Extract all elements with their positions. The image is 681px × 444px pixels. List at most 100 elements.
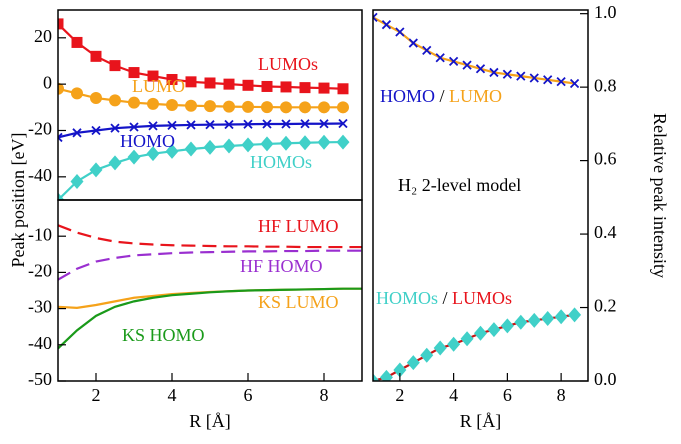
annotation-part: H₂ 2-level model xyxy=(398,175,521,195)
annotation-part: / xyxy=(438,288,452,308)
marker xyxy=(299,82,311,94)
annotation: LUMO xyxy=(132,76,185,96)
x-tick-label: 4 xyxy=(449,385,458,405)
marker xyxy=(299,101,311,114)
annotation-part: HF LUMO xyxy=(258,216,339,236)
marker xyxy=(148,121,158,131)
y-tick-label: 20 xyxy=(34,26,52,46)
marker xyxy=(146,146,160,162)
marker xyxy=(408,38,418,48)
x-axis-label: R [Å] xyxy=(460,411,502,431)
marker xyxy=(108,155,122,171)
marker xyxy=(433,340,447,356)
marker xyxy=(205,120,215,130)
y-tick-label: -20 xyxy=(28,119,52,139)
series-line xyxy=(58,249,362,281)
annotation-part: HOMOs xyxy=(250,152,312,172)
marker xyxy=(203,139,217,155)
marker xyxy=(448,56,459,67)
marker xyxy=(261,80,273,92)
marker xyxy=(71,87,83,100)
marker xyxy=(185,76,197,88)
marker xyxy=(222,138,236,154)
y-tick-label: -40 xyxy=(28,165,52,185)
marker xyxy=(58,18,64,30)
marker xyxy=(90,50,102,62)
marker xyxy=(89,162,103,178)
marker xyxy=(516,71,526,81)
annotation: H₂ 2-level model xyxy=(398,175,521,195)
marker xyxy=(58,132,63,143)
annotation-part: LUMO xyxy=(132,76,185,96)
frame xyxy=(57,199,363,382)
y-axis-label: Peak position [eV] xyxy=(8,133,28,268)
series-line xyxy=(58,87,343,109)
annotation-part: KS LUMO xyxy=(258,292,339,312)
y-tick-label: -50 xyxy=(28,369,52,389)
annotation: HF HOMO xyxy=(240,256,323,276)
annotation: KS LUMO xyxy=(258,292,339,312)
series-line xyxy=(58,122,344,139)
annotation-part: LUMO xyxy=(449,86,502,106)
marker xyxy=(128,67,140,79)
x-axis-label: R [Å] xyxy=(189,411,231,431)
plot-area xyxy=(58,224,362,350)
series-line xyxy=(58,140,344,200)
marker xyxy=(336,134,350,150)
marker xyxy=(58,192,65,200)
marker xyxy=(110,123,120,133)
series-line xyxy=(58,287,362,350)
marker xyxy=(184,141,198,157)
marker xyxy=(500,318,514,334)
marker xyxy=(204,100,216,113)
y-tick-label: -30 xyxy=(28,297,52,317)
marker xyxy=(462,60,472,70)
x-tick-label: 6 xyxy=(244,385,253,405)
y-tick-label: 0.6 xyxy=(594,149,617,169)
marker xyxy=(224,119,234,130)
annotation: HOMO xyxy=(120,131,175,151)
marker xyxy=(128,96,140,109)
marker xyxy=(514,314,528,330)
marker xyxy=(502,69,513,79)
marker xyxy=(474,325,487,341)
marker xyxy=(554,309,568,325)
marker xyxy=(317,134,331,150)
annotation-part: KS HOMO xyxy=(122,325,205,345)
marker xyxy=(319,119,329,129)
marker xyxy=(185,99,197,112)
plot-area xyxy=(373,12,582,381)
marker xyxy=(406,355,420,371)
marker xyxy=(260,136,274,152)
marker xyxy=(420,347,434,363)
y-tick-label: 1.0 xyxy=(594,2,617,22)
annotation: HOMO / LUMO xyxy=(380,86,502,106)
frame xyxy=(372,9,589,382)
marker xyxy=(281,119,291,129)
marker xyxy=(337,83,349,95)
marker xyxy=(262,119,272,129)
annotation: HF LUMO xyxy=(258,216,339,236)
marker xyxy=(261,101,273,114)
marker xyxy=(447,336,461,352)
marker xyxy=(381,20,392,30)
series-line xyxy=(373,313,575,381)
marker xyxy=(487,322,501,338)
marker xyxy=(298,135,312,151)
marker xyxy=(435,53,445,63)
x-tick-label: 6 xyxy=(503,385,512,405)
marker xyxy=(127,149,141,165)
marker xyxy=(147,70,159,82)
series-line xyxy=(373,16,575,85)
annotation-part: / xyxy=(435,86,449,106)
marker xyxy=(300,119,310,129)
marker xyxy=(318,101,330,114)
series-line xyxy=(58,23,344,90)
marker xyxy=(109,94,121,107)
marker xyxy=(91,125,101,136)
marker xyxy=(223,100,235,113)
marker xyxy=(72,128,82,138)
annotation: KS HOMO xyxy=(122,325,205,345)
marker xyxy=(556,76,566,87)
marker xyxy=(395,27,405,37)
